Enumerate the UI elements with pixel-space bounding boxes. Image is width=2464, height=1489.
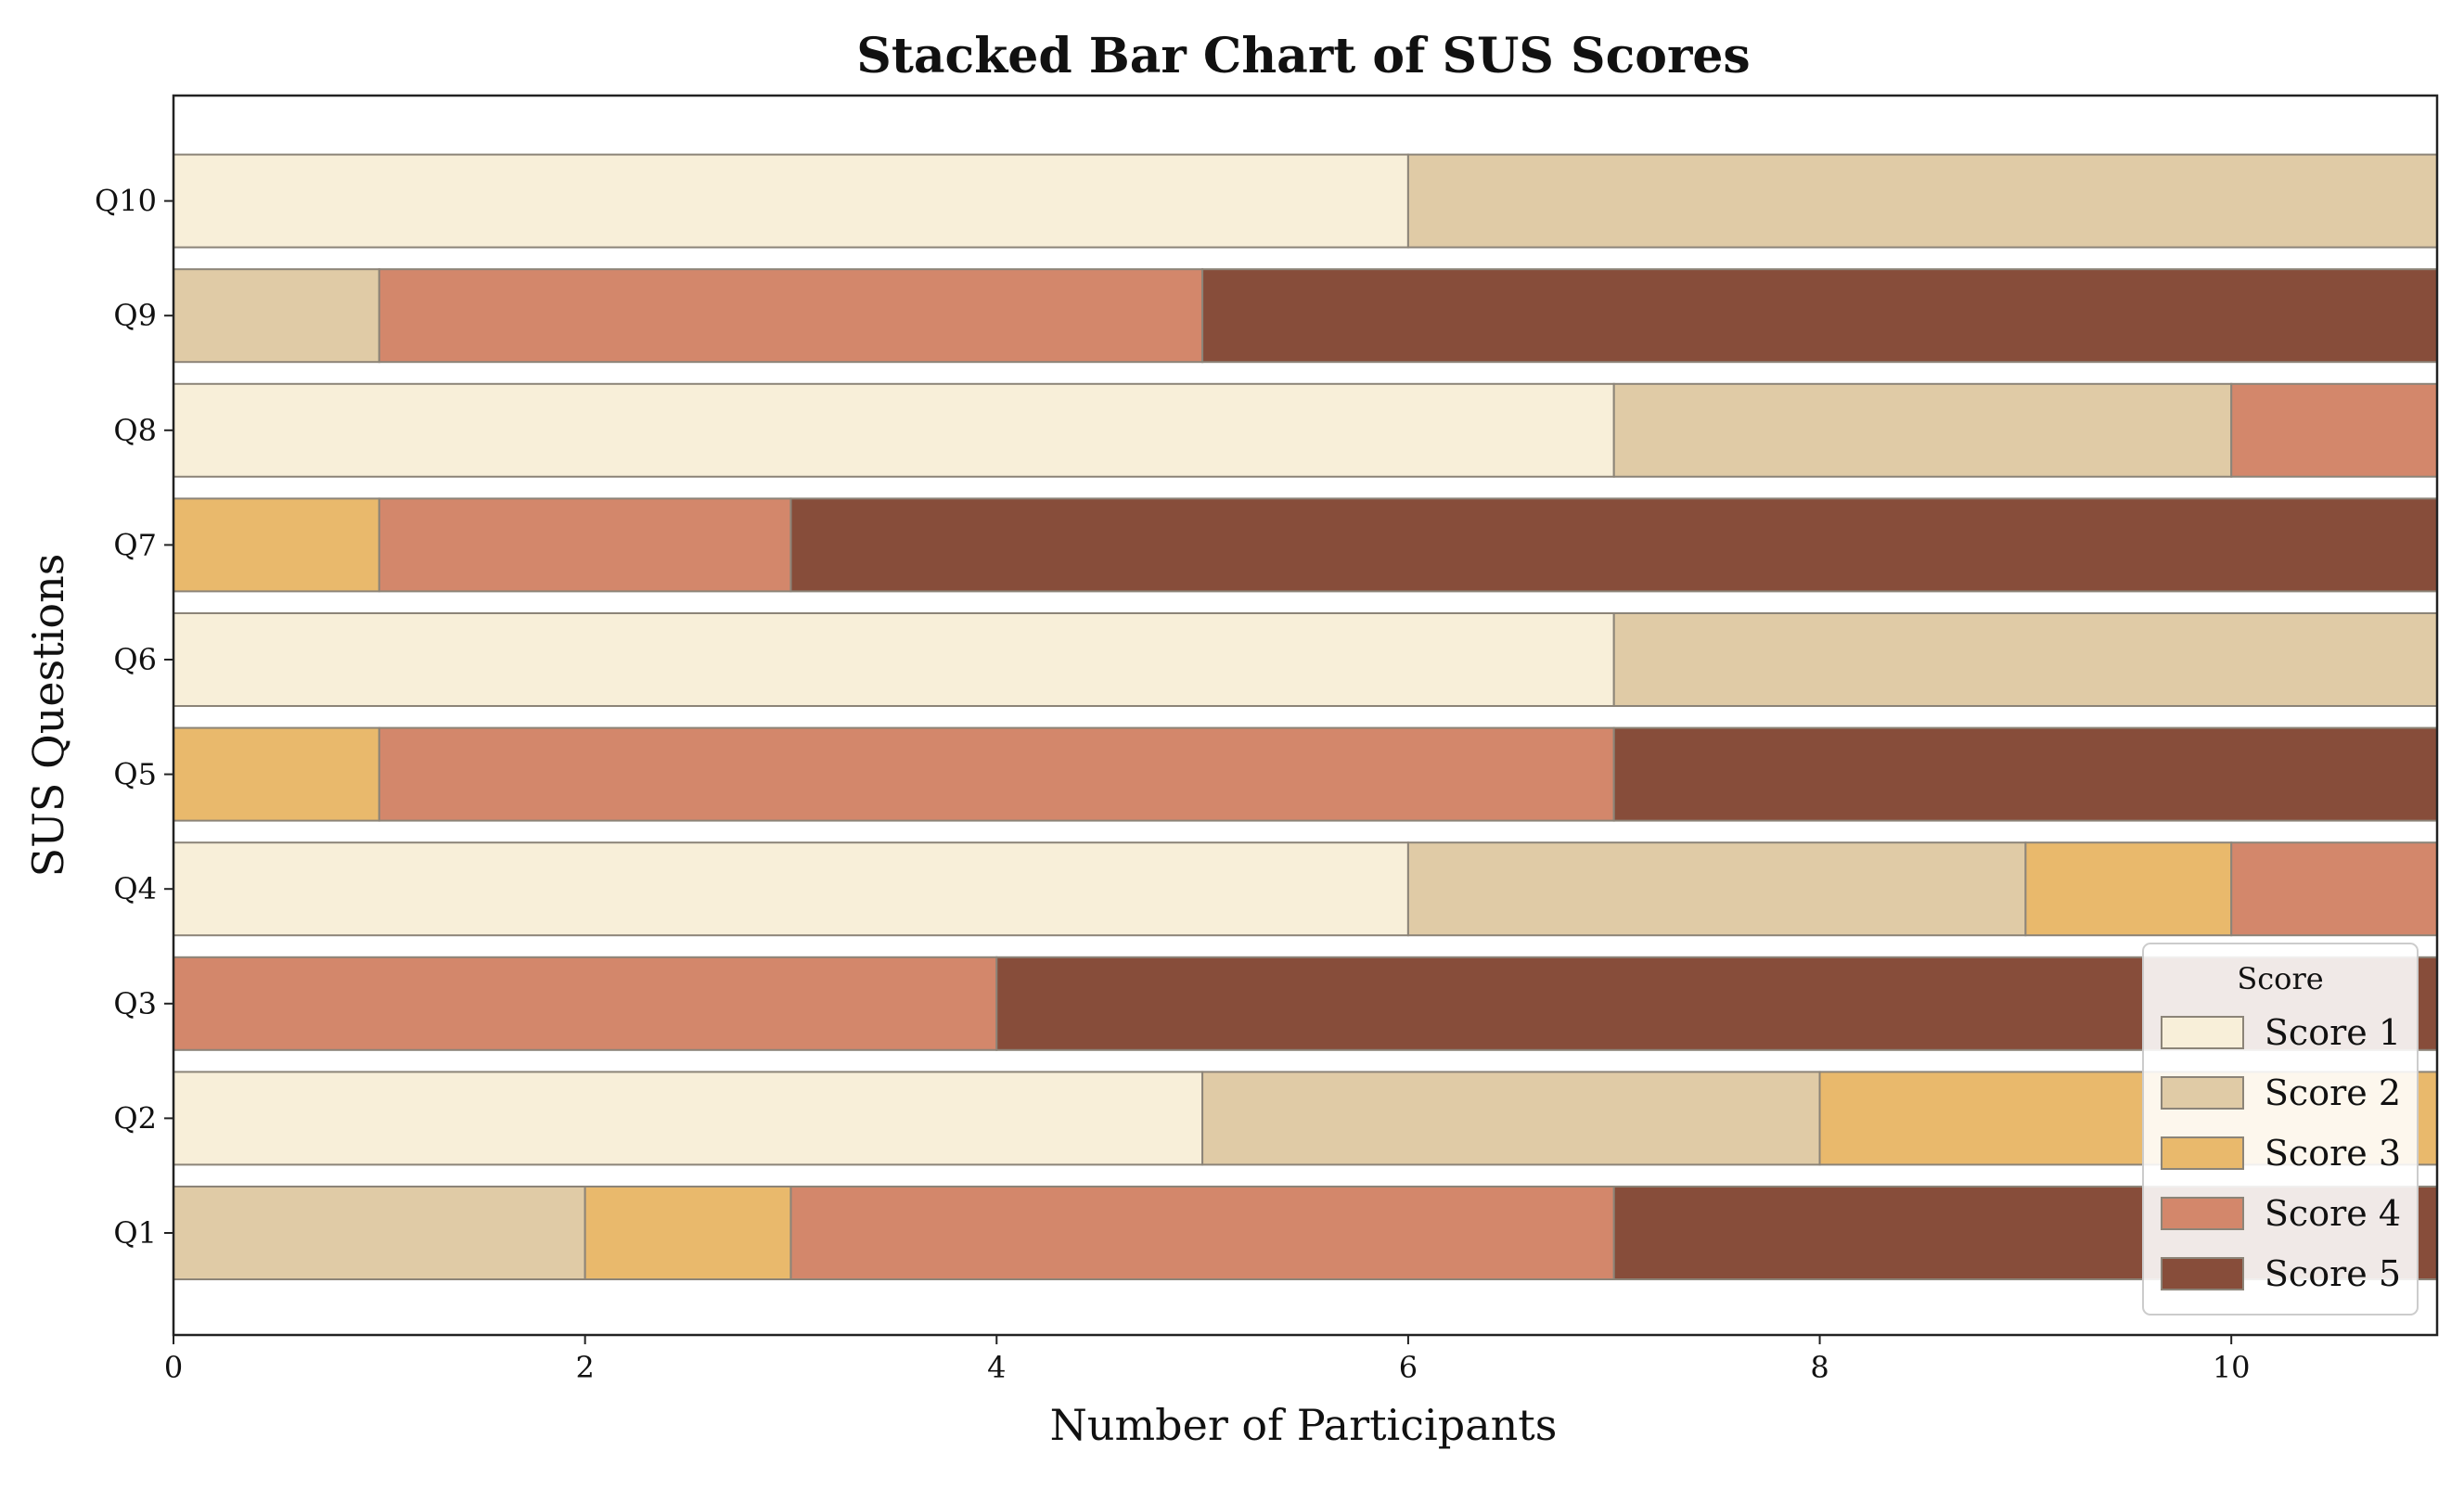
bar-q6-score-2 xyxy=(1612,612,2438,707)
x-tick-label-8: 8 xyxy=(1810,1350,1829,1385)
y-tick-label-q6: Q6 xyxy=(113,642,157,677)
legend-swatch-score-2 xyxy=(2161,1076,2244,1110)
bar-q5-score-4 xyxy=(378,726,1615,822)
x-tick-label-4: 4 xyxy=(987,1350,1006,1385)
bar-q8-score-1 xyxy=(173,382,1615,478)
y-tick-label-q4: Q4 xyxy=(113,871,157,906)
bar-q4-score-1 xyxy=(173,841,1409,937)
bar-q10-score-2 xyxy=(1406,153,2438,249)
bar-q4-score-2 xyxy=(1406,841,2027,937)
bar-q1-score-4 xyxy=(789,1186,1615,1280)
y-axis-ticks: Q1 Q2 Q3 Q4 Q5 Q6 Q7 Q8 Q9 Q10 xyxy=(95,184,173,1251)
bar-q5-score-3 xyxy=(173,726,380,822)
y-axis-label: SUS Questions xyxy=(23,554,73,878)
bar-q7-score-4 xyxy=(378,497,792,593)
bar-q2-score-1 xyxy=(173,1071,1204,1166)
legend-title: Score xyxy=(2237,961,2323,996)
legend-items: Score 1 Score 2 Score 3 Score 4 Score 5 xyxy=(2161,1012,2401,1294)
legend-label-score-4: Score 4 xyxy=(2265,1193,2401,1234)
x-tick-label-2: 2 xyxy=(575,1350,594,1385)
legend-label-score-1: Score 1 xyxy=(2265,1012,2401,1053)
bars-group xyxy=(173,153,2438,1280)
bar-q8-score-4 xyxy=(2230,382,2438,478)
y-tick-label-q2: Q2 xyxy=(113,1100,157,1136)
y-tick-label-q10: Q10 xyxy=(95,184,157,219)
x-tick-label-6: 6 xyxy=(1399,1350,1418,1385)
bar-q6-score-1 xyxy=(173,612,1615,707)
bar-q9-score-5 xyxy=(1201,268,2438,364)
bar-q1-score-3 xyxy=(584,1186,792,1280)
legend-swatch-score-4 xyxy=(2161,1197,2244,1230)
bar-q7-score-3 xyxy=(173,497,380,593)
bar-q9-score-4 xyxy=(378,268,1204,364)
legend-label-score-3: Score 3 xyxy=(2265,1133,2401,1174)
bar-q9-score-2 xyxy=(173,268,380,364)
y-tick-label-q7: Q7 xyxy=(113,527,157,562)
chart-title: Stacked Bar Chart of SUS Scores xyxy=(856,28,1750,84)
legend-swatch-score-3 xyxy=(2161,1136,2244,1170)
bar-q8-score-2 xyxy=(1612,382,2233,478)
y-tick-label-q9: Q9 xyxy=(113,298,157,333)
x-tick-label-0: 0 xyxy=(164,1350,183,1385)
y-tick-label-q5: Q5 xyxy=(113,757,157,792)
legend-label-score-2: Score 2 xyxy=(2265,1072,2401,1113)
x-axis-label: Number of Participants xyxy=(1050,1400,1558,1450)
x-axis-ticks: 0 2 4 6 8 10 xyxy=(164,1335,2251,1385)
bar-q2-score-2 xyxy=(1201,1071,1821,1166)
plot-frame xyxy=(172,94,2439,1337)
bar-q5-score-5 xyxy=(1612,726,2438,822)
legend-label-score-5: Score 5 xyxy=(2265,1253,2401,1294)
bar-q3-score-4 xyxy=(173,956,998,1051)
legend-swatch-score-1 xyxy=(2161,1016,2244,1049)
y-tick-label-q8: Q8 xyxy=(113,413,157,448)
y-tick-label-q1: Q1 xyxy=(113,1215,157,1251)
bar-q7-score-5 xyxy=(789,497,2438,593)
bar-q4-score-3 xyxy=(2024,841,2233,937)
bar-q10-score-1 xyxy=(173,153,1409,249)
bar-q4-score-4 xyxy=(2230,841,2438,937)
x-tick-label-10: 10 xyxy=(2213,1350,2251,1385)
legend-swatch-score-5 xyxy=(2161,1257,2244,1290)
y-tick-label-q3: Q3 xyxy=(113,986,157,1021)
bar-q1-score-2 xyxy=(173,1186,586,1280)
